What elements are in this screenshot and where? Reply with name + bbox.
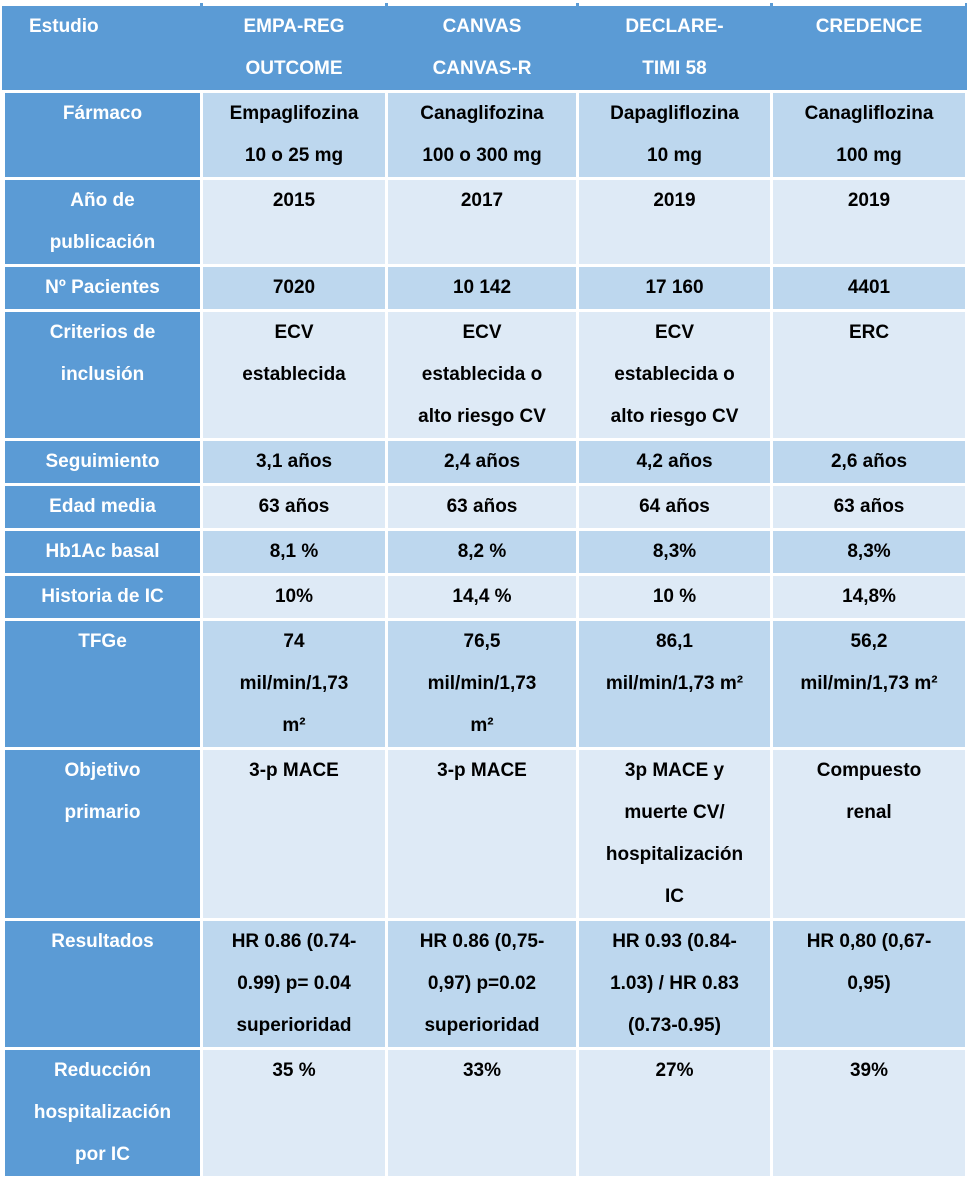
- table-cell: 64 años: [576, 483, 773, 531]
- table-cell: 76,5 mil/min/1,73 m²: [385, 618, 579, 750]
- row-label: Reducción hospitalización por IC: [2, 1047, 203, 1179]
- table-cell: 8,1 %: [200, 528, 388, 576]
- table-row: Fármaco Empaglifozina 10 o 25 mg Canaglifo…: [2, 90, 967, 180]
- table-cell: 17 160: [576, 264, 773, 312]
- row-label: Edad media: [2, 483, 203, 531]
- table-cell: Dapagliflozina 10 mg: [576, 90, 773, 180]
- table-cell: HR 0.86 (0,75- 0,97) p=0.02 superioridad: [385, 918, 579, 1050]
- studies-comparison-table: Estudio EMPA-REG OUTCOME CANVAS CANVAS-R…: [2, 3, 967, 1179]
- column-header-credence: CREDENCE: [770, 3, 967, 93]
- table-row: Criterios de inclusión ECV establecida ECV…: [2, 309, 967, 441]
- row-label: Objetivo primario: [2, 747, 203, 921]
- table-cell: 14,4 %: [385, 573, 579, 621]
- table-cell: ECV establecida o alto riesgo CV: [576, 309, 773, 441]
- table-cell: 10 %: [576, 573, 773, 621]
- table-cell: Canagliflozina 100 mg: [770, 90, 967, 180]
- table-cell: Compuesto renal: [770, 747, 967, 921]
- table-cell: ECV establecida o alto riesgo CV: [385, 309, 579, 441]
- table-cell: 8,3%: [770, 528, 967, 576]
- row-label: Hb1Ac basal: [2, 528, 203, 576]
- column-header-estudio: Estudio: [2, 3, 203, 93]
- table-row: Objetivo primario 3-p MACE 3-p MACE 3p MACE…: [2, 747, 967, 921]
- table-cell: 63 años: [385, 483, 579, 531]
- table-cell: 7020: [200, 264, 388, 312]
- table-cell: 4,2 años: [576, 438, 773, 486]
- row-label: Año de publicación: [2, 177, 203, 267]
- table-cell: HR 0,80 (0,67- 0,95): [770, 918, 967, 1050]
- table-cell: 10%: [200, 573, 388, 621]
- table-cell: 4401: [770, 264, 967, 312]
- header-row: Estudio EMPA-REG OUTCOME CANVAS CANVAS-R…: [2, 3, 967, 93]
- table-cell: 39%: [770, 1047, 967, 1179]
- table-cell: 2,4 años: [385, 438, 579, 486]
- row-label: Fármaco: [2, 90, 203, 180]
- table-cell: 8,3%: [576, 528, 773, 576]
- table-body: Fármaco Empaglifozina 10 o 25 mg Canaglifo…: [2, 90, 967, 1179]
- table-cell: 86,1 mil/min/1,73 m²: [576, 618, 773, 750]
- table-cell: HR 0.86 (0.74- 0.99) p= 0.04 superiorida…: [200, 918, 388, 1050]
- table-cell: 10 142: [385, 264, 579, 312]
- table-cell: 2019: [770, 177, 967, 267]
- table-cell: 3-p MACE: [200, 747, 388, 921]
- table-row: Año de publicación 2015 2017 2019 2019: [2, 177, 967, 267]
- document-page: Estudio EMPA-REG OUTCOME CANVAS CANVAS-R…: [2, 3, 967, 1179]
- row-label: Criterios de inclusión: [2, 309, 203, 441]
- table-cell: 2015: [200, 177, 388, 267]
- row-label: Resultados: [2, 918, 203, 1050]
- table-cell: 35 %: [200, 1047, 388, 1179]
- row-label: Historia de IC: [2, 573, 203, 621]
- table-cell: 8,2 %: [385, 528, 579, 576]
- table-cell: 27%: [576, 1047, 773, 1179]
- table-cell: 3-p MACE: [385, 747, 579, 921]
- table-row: Seguimiento 3,1 años 2,4 años 4,2 años 2,6 a…: [2, 438, 967, 486]
- table-row: TFGe 74 mil/min/1,73 m² 76,5 mil/min/1,73 …: [2, 618, 967, 750]
- row-label: Seguimiento: [2, 438, 203, 486]
- table-row: Historia de IC 10% 14,4 % 10 % 14,8%: [2, 573, 967, 621]
- table-cell: 3p MACE y muerte CV/ hospitalización IC: [576, 747, 773, 921]
- table-cell: 56,2 mil/min/1,73 m²: [770, 618, 967, 750]
- table-row: Reducción hospitalización por IC 35 % 33% 2…: [2, 1047, 967, 1179]
- table-cell: 2017: [385, 177, 579, 267]
- table-cell: 74 mil/min/1,73 m²: [200, 618, 388, 750]
- column-header-empa-reg-outcome: EMPA-REG OUTCOME: [200, 3, 388, 93]
- column-header-declare-timi-58: DECLARE- TIMI 58: [576, 3, 773, 93]
- row-label: Nº Pacientes: [2, 264, 203, 312]
- table-cell: Canaglifozina 100 o 300 mg: [385, 90, 579, 180]
- table-cell: HR 0.93 (0.84- 1.03) / HR 0.83 (0.73-0.9…: [576, 918, 773, 1050]
- table-cell: 2019: [576, 177, 773, 267]
- table-row: Edad media 63 años 63 años 64 años 63 años: [2, 483, 967, 531]
- table-row: Resultados HR 0.86 (0.74- 0.99) p= 0.04 s…: [2, 918, 967, 1050]
- table-cell: 63 años: [200, 483, 388, 531]
- table-cell: 2,6 años: [770, 438, 967, 486]
- table-cell: 33%: [385, 1047, 579, 1179]
- table-cell: Empaglifozina 10 o 25 mg: [200, 90, 388, 180]
- table-cell: 14,8%: [770, 573, 967, 621]
- table-row: Nº Pacientes 7020 10 142 17 160 4401: [2, 264, 967, 312]
- table-cell: 3,1 años: [200, 438, 388, 486]
- table-cell: ERC: [770, 309, 967, 441]
- table-cell: 63 años: [770, 483, 967, 531]
- table-row: Hb1Ac basal 8,1 % 8,2 % 8,3% 8,3%: [2, 528, 967, 576]
- row-label: TFGe: [2, 618, 203, 750]
- column-header-canvas: CANVAS CANVAS-R: [385, 3, 579, 93]
- table-cell: ECV establecida: [200, 309, 388, 441]
